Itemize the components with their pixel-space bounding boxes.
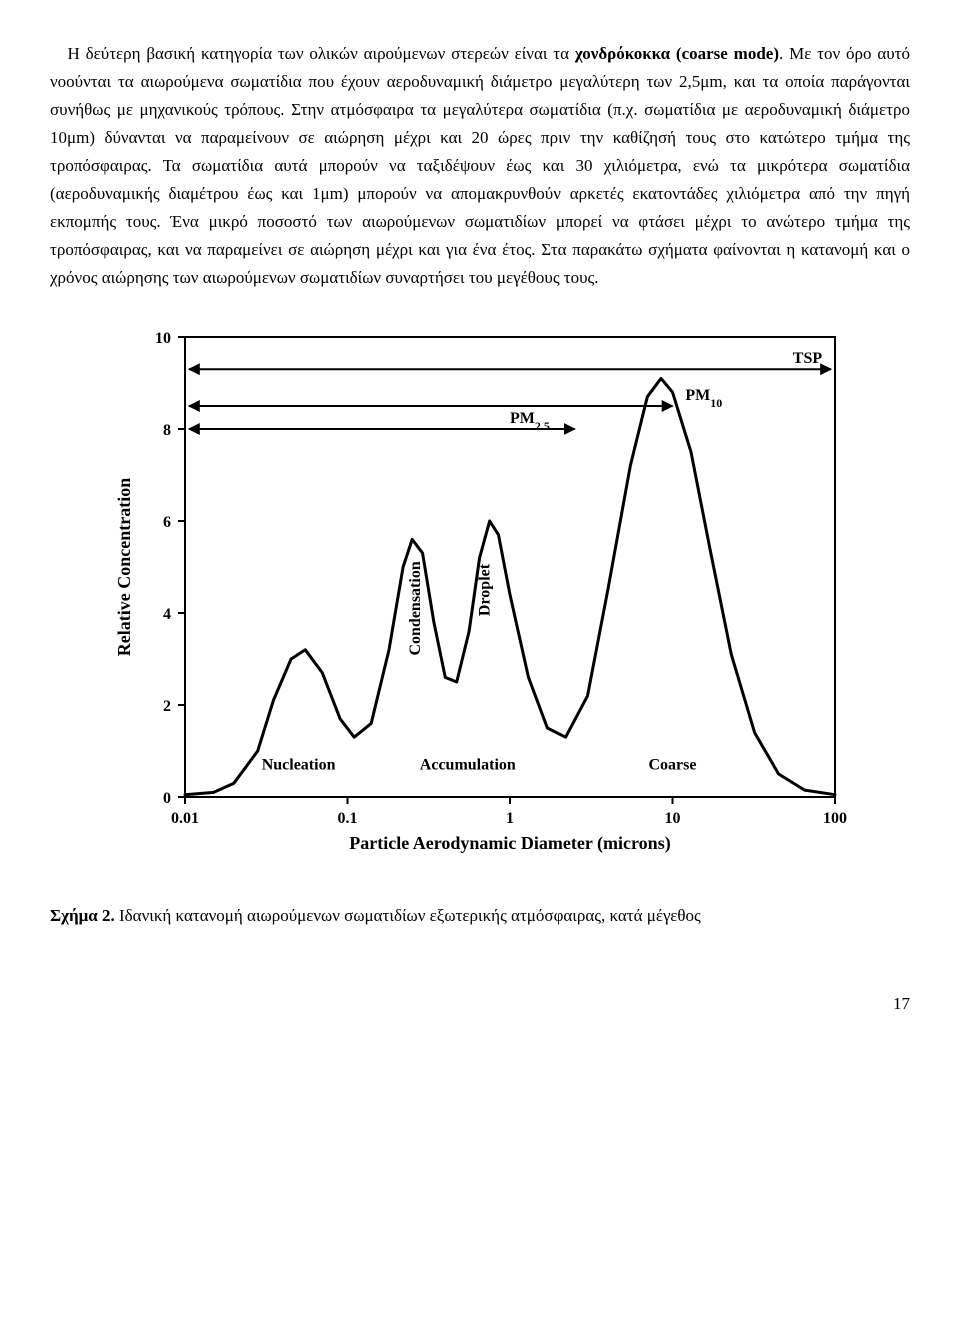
svg-text:6: 6 xyxy=(163,514,171,531)
svg-text:0.1: 0.1 xyxy=(338,810,358,827)
caption-text: Ιδανική κατανομή αιωρούμενων σωματιδίων … xyxy=(115,906,701,925)
svg-text:TSP: TSP xyxy=(793,351,823,368)
svg-text:Relative Concentration: Relative Concentration xyxy=(114,478,134,656)
distribution-chart: 0 2 4 6 8 10 0.01 0.1 1 10 100 Relative Concentrati… xyxy=(90,317,870,877)
para-b1: χονδρόκοκκα (coarse mode) xyxy=(575,44,779,63)
svg-text:2: 2 xyxy=(163,698,171,715)
svg-text:4: 4 xyxy=(163,606,171,623)
svg-text:Droplet: Droplet xyxy=(477,564,494,617)
svg-text:8: 8 xyxy=(163,422,171,439)
svg-text:0: 0 xyxy=(163,790,171,807)
svg-text:Accumulation: Accumulation xyxy=(420,757,516,774)
page-number: 17 xyxy=(50,990,910,1018)
svg-text:PM10: PM10 xyxy=(685,387,722,410)
figure-caption: Σχήμα 2. Ιδανική κατανομή αιωρούμενων σω… xyxy=(50,902,910,930)
svg-text:10: 10 xyxy=(665,810,681,827)
svg-text:Nucleation: Nucleation xyxy=(262,757,336,774)
lead-indent xyxy=(50,44,68,63)
svg-text:Particle Aerodynamic Diameter: Particle Aerodynamic Diameter (microns) xyxy=(349,833,670,854)
svg-text:1: 1 xyxy=(506,810,514,827)
svg-text:Condensation: Condensation xyxy=(407,562,424,656)
caption-bold: Σχήμα 2. xyxy=(50,906,115,925)
para-t2: . Με τον όρο αυτό νοούνται τα αιωρούμενα… xyxy=(50,44,910,287)
svg-text:10: 10 xyxy=(155,330,171,347)
body-paragraph: Η δεύτερη βασική κατηγορία των ολικών αι… xyxy=(50,40,910,292)
para-t1: Η δεύτερη βασική κατηγορία των ολικών αι… xyxy=(68,44,575,63)
svg-text:0.01: 0.01 xyxy=(171,810,199,827)
figure-container: 0 2 4 6 8 10 0.01 0.1 1 10 100 Relative Concentrati… xyxy=(90,317,870,877)
svg-text:100: 100 xyxy=(823,810,847,827)
svg-text:Coarse: Coarse xyxy=(649,757,697,774)
